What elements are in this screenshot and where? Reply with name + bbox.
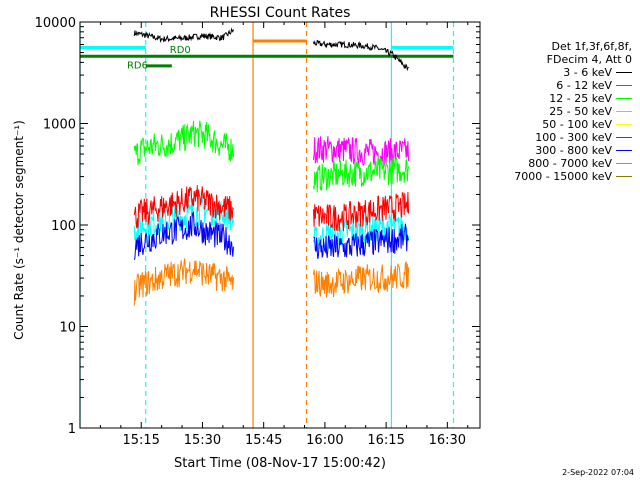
legend-label: 3 - 6 keV [563, 66, 612, 79]
legend-item: 100 - 300 keV [472, 131, 632, 144]
legend-item: 6 - 12 keV [472, 79, 632, 92]
series-7-segment-0 [133, 258, 234, 306]
legend-label: 7000 - 15000 keV [514, 170, 612, 183]
legend-label: 6 - 12 keV [556, 79, 612, 92]
legend-swatch [616, 111, 632, 112]
legend: Det 1f,3f,6f,8f, FDecim 4, Att 0 3 - 6 k… [472, 40, 632, 183]
y-tick-label-0: 1 [68, 422, 76, 437]
legend-swatch [616, 85, 632, 86]
plot-area: RD6 RD0 15:15 15:30 15:45 16:00 16:15 16:30 1 10 1… [35, 16, 480, 448]
y-tick-label-2: 100 [51, 219, 76, 234]
x-tick-label-3: 16:00 [306, 433, 343, 448]
series-5-segment-1 [313, 191, 410, 232]
legend-swatch [616, 72, 632, 73]
y-tick-label-3: 1000 [43, 118, 76, 133]
legend-item: 800 - 7000 keV [472, 157, 632, 170]
series-2-segment-0 [133, 120, 234, 166]
x-tick-label-0: 15:15 [122, 433, 159, 448]
legend-header-decimation: FDecim 4, Att 0 [546, 53, 632, 66]
x-tick-label-5: 16:30 [429, 433, 466, 448]
legend-item: 3 - 6 keV [472, 66, 632, 79]
timestamp: 2-Sep-2022 07:04 [562, 468, 634, 477]
series-6-segment-1 [313, 224, 410, 259]
state-label-0: RD6 [127, 60, 148, 71]
legend-item: 25 - 50 keV [472, 105, 632, 118]
legend-item: 300 - 800 keV [472, 144, 632, 157]
chart-title: RHESSI Count Rates [210, 5, 351, 21]
series-5-segment-0 [133, 185, 234, 229]
series-2-segment-1 [313, 156, 410, 193]
legend-label: 12 - 25 keV [549, 92, 612, 105]
legend-header-detectors: Det 1f,3f,6f,8f, [551, 40, 632, 53]
legend-swatch [616, 137, 632, 138]
y-tick-label-4: 10000 [35, 16, 76, 31]
legend-label: 800 - 7000 keV [528, 157, 612, 170]
legend-label: 25 - 50 keV [549, 105, 612, 118]
series-7-segment-1 [313, 260, 410, 298]
series-0-segment-0 [133, 27, 234, 44]
x-axis-label: Start Time (08-Nov-17 15:00:42) [174, 456, 386, 471]
legend-swatch [616, 150, 632, 151]
state-label-1: RD0 [170, 45, 191, 56]
legend-label: 50 - 100 keV [542, 118, 612, 131]
series-3-segment-0 [133, 197, 234, 242]
x-tick-label-2: 15:45 [245, 433, 282, 448]
legend-swatch [616, 163, 632, 164]
legend-item: 7000 - 15000 keV [472, 170, 632, 183]
legend-swatch [616, 98, 632, 99]
series-6-segment-0 [133, 211, 234, 260]
legend-swatch [616, 124, 632, 125]
legend-swatch [616, 176, 632, 177]
y-tick-label-1: 10 [59, 321, 76, 336]
y-axis-label: Count Rate (s⁻¹ detector segment⁻¹) [12, 120, 26, 340]
series-0-segment-1 [313, 40, 409, 72]
legend-label: 100 - 300 keV [535, 131, 612, 144]
legend-item: 50 - 100 keV [472, 118, 632, 131]
x-tick-label-1: 15:30 [184, 433, 221, 448]
legend-item: 12 - 25 keV [472, 92, 632, 105]
legend-label: 300 - 800 keV [535, 144, 612, 157]
plot-frame [79, 21, 481, 429]
x-tick-label-4: 16:15 [367, 433, 404, 448]
